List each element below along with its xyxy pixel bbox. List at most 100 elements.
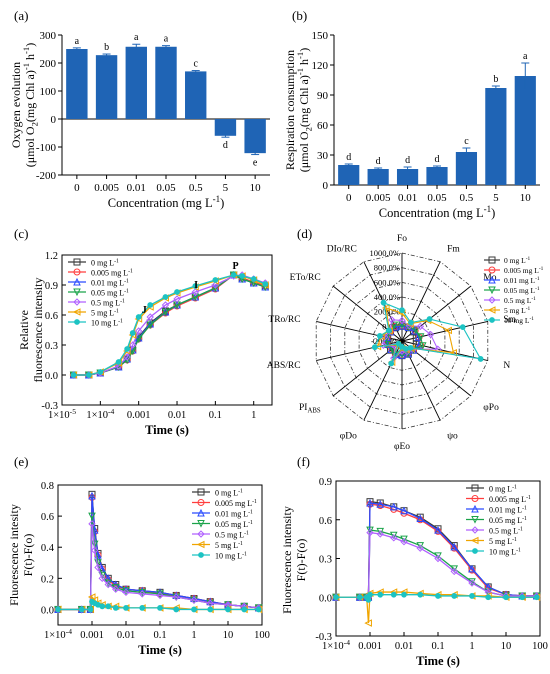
marker (138, 590, 146, 598)
marker (55, 606, 61, 613)
marker (73, 298, 81, 306)
marker (418, 342, 427, 350)
marker (471, 495, 479, 502)
series-line (58, 495, 259, 611)
marker (135, 314, 142, 320)
marker (156, 591, 164, 600)
x-tick-label: 10 (520, 192, 532, 204)
marker (206, 599, 214, 607)
x-tick-label: 10 (501, 641, 512, 652)
marker (139, 604, 146, 611)
radar-axis-label: ABS/RC (267, 361, 301, 371)
marker (196, 540, 205, 549)
x-tick-label: 0.01 (398, 192, 417, 204)
legend-label: 5 mg L-1​ (215, 541, 243, 550)
legend-label: 0.01 mg L-1​ (489, 505, 527, 514)
marker (434, 527, 442, 535)
radar-axis-label: φPo (483, 403, 499, 413)
marker (381, 333, 389, 341)
marker (488, 266, 496, 274)
y-tick-label: 0.6 (41, 512, 54, 523)
marker (191, 293, 200, 302)
significance-letter: d (435, 154, 440, 165)
legend-label: 0.01 mg L-1​ (91, 278, 129, 287)
radar-axis-label: ETo/RC (290, 273, 321, 283)
marker (124, 346, 131, 352)
series-line (73, 274, 266, 376)
marker (477, 356, 484, 362)
legend-label: 0.01 mg L-1​ (215, 509, 253, 518)
marker (399, 307, 405, 314)
y-axis-title-line1: Relative (17, 310, 31, 350)
y-axis-title-line1: Fluorescence intesity (7, 504, 21, 606)
legend-label: 0.5 mg L-1​ (215, 530, 249, 539)
marker (388, 316, 396, 324)
marker (161, 308, 170, 317)
chart-fluorescence-decay-f: -0.3 0.0 0.3 0.6 0.9 1×10-4​ 0.001 0.01 0.1 1 10 10… (280, 477, 548, 668)
x-tick-label: 1×10-4​ (322, 638, 350, 652)
marker (105, 603, 112, 610)
x-tick-label: 0.005 (94, 182, 119, 194)
marker (73, 258, 81, 266)
legend-label: 0.5 mg L-1​ (489, 526, 523, 535)
bar (396, 169, 419, 185)
y-tick-label: 60 (317, 120, 329, 132)
marker (99, 603, 106, 610)
marker (123, 353, 131, 361)
legend-label: 0.005 mg L-1​ (91, 268, 133, 277)
x-tick-label: 100 (532, 641, 548, 652)
panel-label-a: (a) (14, 8, 28, 23)
plot-frame (61, 254, 273, 406)
x-tick-label: 5 (223, 182, 229, 194)
panel-label-d: (d) (297, 226, 312, 241)
marker (85, 372, 92, 378)
marker (262, 281, 269, 287)
marker (376, 530, 384, 538)
marker (173, 606, 180, 613)
x-axis-title: Concentration (mg L-1​) (108, 194, 225, 210)
marker (385, 327, 392, 334)
marker (73, 268, 81, 276)
marker (356, 594, 363, 601)
legend-label: 10 mg L-1​ (215, 551, 247, 560)
x-axis-title: Time (s) (138, 643, 182, 657)
y-tick-label: 120 (312, 60, 329, 72)
x-tick-label: 0.001 (127, 410, 151, 421)
y-tick-label: 0.2 (41, 574, 54, 585)
annotation-p: P (233, 261, 239, 272)
x-tick-label: 0.01 (395, 641, 413, 652)
marker (380, 299, 387, 306)
legend-label: 0.05 mg L-1​ (91, 288, 129, 297)
marker (533, 594, 540, 601)
marker (174, 289, 180, 295)
marker (191, 606, 197, 613)
legend-label: 0.5 mg L-1​ (504, 296, 536, 305)
bar (455, 152, 478, 185)
marker (146, 321, 155, 330)
significance-letter: c (464, 136, 469, 147)
marker (388, 360, 395, 367)
legend-label: 0.05 mg L-1​ (215, 520, 253, 529)
y-axis-title: Fluorescence intensity F(t)-F(o) (280, 506, 308, 614)
marker (376, 500, 385, 508)
y-tick-label: 0.8 (41, 481, 54, 492)
marker (230, 272, 237, 278)
marker (376, 502, 384, 510)
y-tick-label: 0 (51, 114, 57, 126)
x-tick-label: 0.5 (189, 182, 203, 194)
marker (197, 499, 205, 506)
marker (225, 606, 231, 613)
panel-label-e: (e) (14, 454, 28, 469)
legend-label: 10 mg L-1​ (489, 547, 521, 556)
marker (73, 288, 81, 297)
bar (367, 169, 389, 185)
marker (115, 359, 122, 365)
marker (400, 538, 408, 546)
significance-letter: a (164, 34, 169, 45)
marker (112, 585, 120, 593)
marker (172, 593, 180, 601)
legend-label: 0 mg L-1​ (215, 488, 243, 497)
radar-axis-label: N (503, 361, 510, 371)
x-tick-label: 0.1 (209, 410, 222, 421)
marker (471, 504, 479, 513)
